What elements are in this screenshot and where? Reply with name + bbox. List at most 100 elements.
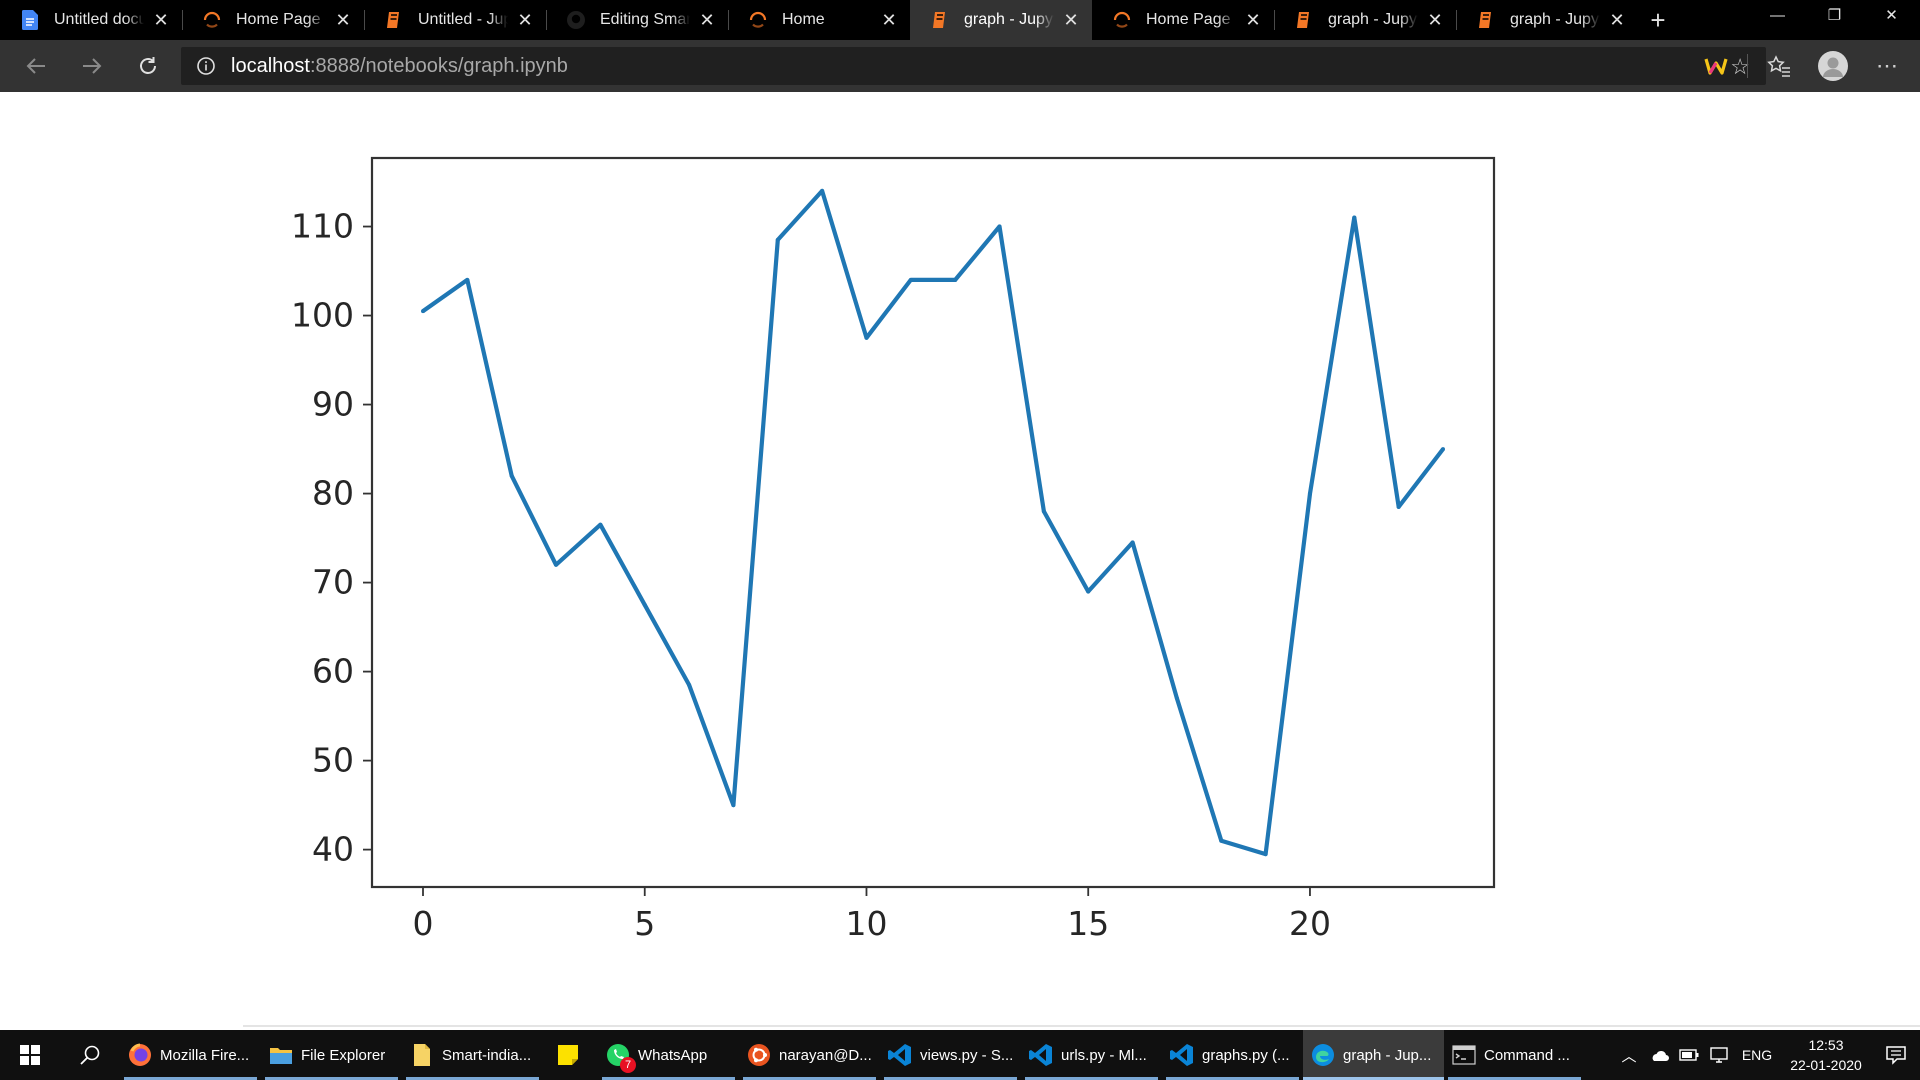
close-tab-icon[interactable]: ✕ — [335, 9, 351, 30]
browser-tab[interactable]: Home Page - Smart ✕ — [1092, 0, 1274, 40]
data-point — [953, 277, 958, 282]
forward-button[interactable] — [64, 40, 120, 92]
data-point — [997, 224, 1002, 229]
notification-badge: 7 — [620, 1057, 636, 1073]
url-host: localhost — [231, 54, 310, 77]
tab-strip: Untitled document✕Home Page - Smart✕Unti… — [0, 0, 1920, 40]
onedrive-icon[interactable] — [1644, 1030, 1674, 1080]
data-point — [1352, 215, 1357, 220]
data-point — [1174, 696, 1179, 701]
browser-tab[interactable]: Untitled - Jupyter ✕ — [364, 0, 546, 40]
toolbar-divider — [1747, 54, 1748, 78]
jupyter-icon — [1476, 10, 1496, 30]
browser-tab[interactable]: Home ✕ — [728, 0, 910, 40]
back-button[interactable] — [8, 40, 64, 92]
data-point — [687, 682, 692, 687]
folder-icon — [267, 1041, 295, 1069]
network-icon[interactable] — [1704, 1030, 1734, 1080]
browser-tab[interactable]: graph - Jupyter ✕ — [910, 0, 1092, 40]
tab-title: graph - Jupyter — [1328, 11, 1418, 28]
restore-button[interactable]: ❐ — [1827, 7, 1842, 24]
clock[interactable]: 12:53 22-01-2020 — [1780, 1035, 1872, 1075]
browser-tab[interactable]: graph - Jupyter ✕ — [1274, 0, 1456, 40]
browser-tab[interactable]: Untitled document ✕ — [0, 0, 182, 40]
cmd-icon — [1450, 1041, 1478, 1069]
close-tab-icon[interactable]: ✕ — [699, 9, 715, 30]
language-indicator[interactable]: ENG — [1741, 1047, 1773, 1063]
taskbar-app-label: Command ... — [1484, 1046, 1570, 1064]
minimize-button[interactable]: — — [1770, 6, 1785, 24]
loading-spinner-icon — [1112, 10, 1132, 30]
close-tab-icon[interactable]: ✕ — [881, 9, 897, 30]
new-tab-button[interactable]: + — [1650, 4, 1666, 35]
jupyter-icon — [1294, 10, 1314, 30]
profile-avatar[interactable] — [1806, 40, 1860, 92]
taskbar-app[interactable]: Mozilla Fire... — [120, 1030, 261, 1080]
taskbar-app[interactable] — [543, 1030, 598, 1080]
vscode-icon — [1027, 1041, 1055, 1069]
taskbar-app[interactable]: Command ... — [1444, 1030, 1585, 1080]
tab-title: Home Page - Smart — [236, 11, 326, 28]
horizontal-scrollbar[interactable] — [243, 1025, 1920, 1027]
taskbar-app-label: urls.py - Ml... — [1061, 1046, 1147, 1064]
battery-icon[interactable] — [1674, 1030, 1704, 1080]
refresh-button[interactable] — [120, 40, 176, 92]
loading-spinner-icon — [748, 10, 768, 30]
close-tab-icon[interactable]: ✕ — [1609, 9, 1625, 30]
data-point — [642, 602, 647, 607]
info-icon[interactable] — [181, 56, 231, 76]
favorite-star-icon[interactable]: ☆ — [1730, 54, 1750, 79]
show-hidden-icons-chevron-icon[interactable]: ︿ — [1621, 1047, 1637, 1065]
y-tick-label: 110 — [291, 207, 354, 246]
close-tab-icon[interactable]: ✕ — [517, 9, 533, 30]
taskbar-app-label: views.py - S... — [920, 1046, 1014, 1064]
close-tab-icon[interactable]: ✕ — [153, 9, 169, 30]
data-point — [908, 277, 913, 282]
search-icon — [80, 1045, 100, 1065]
taskbar-app-label: narayan@D... — [779, 1046, 872, 1064]
browser-toolbar: localhost:8888/notebooks/graph.ipynb ☆ ⋯ — [0, 40, 1920, 92]
taskbar-app[interactable]: narayan@D... — [739, 1030, 880, 1080]
close-tab-icon[interactable]: ✕ — [1427, 9, 1443, 30]
taskbar-app[interactable]: graphs.py (... — [1162, 1030, 1303, 1080]
close-tab-icon[interactable]: ✕ — [1245, 9, 1261, 30]
close-window-button[interactable]: ✕ — [1885, 7, 1898, 24]
taskbar-app[interactable]: views.py - S... — [880, 1030, 1021, 1080]
more-menu-icon[interactable]: ⋯ — [1876, 53, 1898, 78]
browser-tab[interactable]: Home Page - Smart ✕ — [182, 0, 364, 40]
taskbar-app-label: Smart-india... — [442, 1046, 532, 1064]
close-tab-icon[interactable]: ✕ — [1063, 9, 1079, 30]
notification-center-icon[interactable] — [1872, 1045, 1920, 1065]
github-icon — [566, 10, 586, 30]
start-button[interactable] — [0, 1030, 60, 1080]
system-tray: ︿ ENG 12:53 22-01-2020 — [1614, 1030, 1920, 1080]
search-button[interactable] — [60, 1030, 120, 1080]
data-point — [421, 309, 425, 314]
extension-w-icon[interactable] — [1689, 40, 1743, 92]
address-bar[interactable]: localhost:8888/notebooks/graph.ipynb ☆ — [181, 47, 1766, 85]
tab-title: Untitled - Jupyter — [418, 11, 508, 28]
tab-title: graph - Jupyter — [964, 11, 1054, 28]
jupyter-icon — [384, 10, 404, 30]
google-docs-icon — [20, 10, 40, 30]
clock-date: 22-01-2020 — [1790, 1057, 1862, 1073]
tab-title: Untitled document — [54, 11, 144, 28]
whatsapp-icon: 7 — [604, 1041, 636, 1073]
page-content: 40 50 60 70 80 90 100 110 0 5 10 15 20 — [0, 92, 1920, 1030]
favorites-icon[interactable] — [1752, 40, 1806, 92]
browser-tab[interactable]: Editing Smart-india ✕ — [546, 0, 728, 40]
tab-title: Editing Smart-india — [600, 11, 690, 28]
edge-icon — [1309, 1041, 1337, 1069]
taskbar-app[interactable]: File Explorer — [261, 1030, 402, 1080]
taskbar-app[interactable]: 7 WhatsApp — [598, 1030, 739, 1080]
browser-tab[interactable]: graph - Jupyter ✕ — [1456, 0, 1638, 40]
taskbar-app[interactable]: graph - Jup... — [1303, 1030, 1444, 1080]
sticky-notes-icon — [554, 1041, 582, 1069]
data-point — [731, 803, 736, 808]
taskbar-app[interactable]: Smart-india... — [402, 1030, 543, 1080]
taskbar-app[interactable]: urls.py - Ml... — [1021, 1030, 1162, 1080]
line-series — [421, 188, 1445, 857]
data-point — [864, 335, 869, 340]
taskbar-app-label: WhatsApp — [638, 1046, 708, 1064]
taskbar-app-label: Mozilla Fire... — [160, 1046, 250, 1064]
